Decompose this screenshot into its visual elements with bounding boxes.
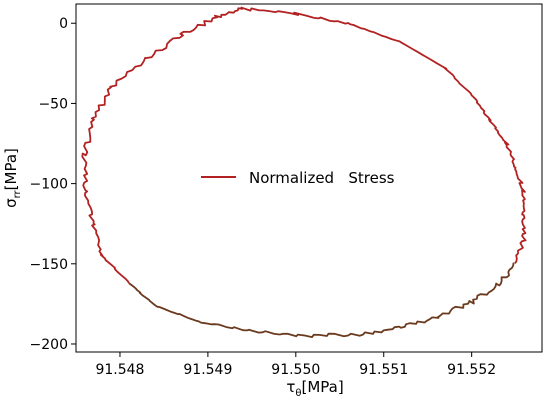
x-tick-label: 91.550 [271,362,320,378]
y-tick-label: 0 [59,16,68,32]
x-tick-label: 91.549 [183,362,232,378]
plot-area [75,3,543,353]
y-tick-label: −150 [30,257,68,273]
x-tick-label: 91.552 [447,362,496,378]
y-tick-label: −100 [30,177,68,193]
series-layer [81,6,527,338]
legend-label: Normalized Stress [249,169,395,187]
y-axis-label: σrr[MPa] [2,148,23,208]
y-tick-label: −50 [38,96,68,112]
x-axis-label: τθ[MPa] [286,378,343,399]
series-line [240,6,527,264]
series-line [128,262,515,338]
x-tick-label: 91.551 [359,362,408,378]
y-tick-label: −200 [30,337,68,353]
series-line [81,7,244,284]
x-tick-label: 91.548 [95,362,144,378]
y-ticks: 0 −50 −100 −150 −200 [30,16,76,353]
legend: Normalized Stress [201,169,395,187]
x-ticks: 91.548 91.549 91.550 91.551 91.552 [95,352,496,378]
